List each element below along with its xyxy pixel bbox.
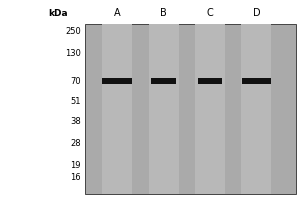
Text: B: B (160, 8, 167, 18)
Text: C: C (207, 8, 213, 18)
Bar (102, 78, 132, 84)
Bar (242, 78, 271, 84)
Text: 51: 51 (70, 97, 81, 106)
Bar (242, 24, 272, 194)
Bar (102, 24, 132, 194)
Text: 28: 28 (70, 138, 81, 148)
Bar (198, 78, 222, 84)
Bar (85, 24, 296, 194)
Bar (195, 24, 225, 194)
Text: 70: 70 (70, 76, 81, 86)
Text: 16: 16 (70, 172, 81, 182)
Bar (148, 24, 178, 194)
Text: 19: 19 (70, 160, 81, 170)
Text: D: D (253, 8, 260, 18)
Text: A: A (114, 8, 120, 18)
Text: 130: 130 (65, 48, 81, 58)
Bar (151, 78, 176, 84)
Text: 38: 38 (70, 117, 81, 127)
Text: kDa: kDa (49, 9, 68, 18)
Text: 250: 250 (65, 26, 81, 36)
